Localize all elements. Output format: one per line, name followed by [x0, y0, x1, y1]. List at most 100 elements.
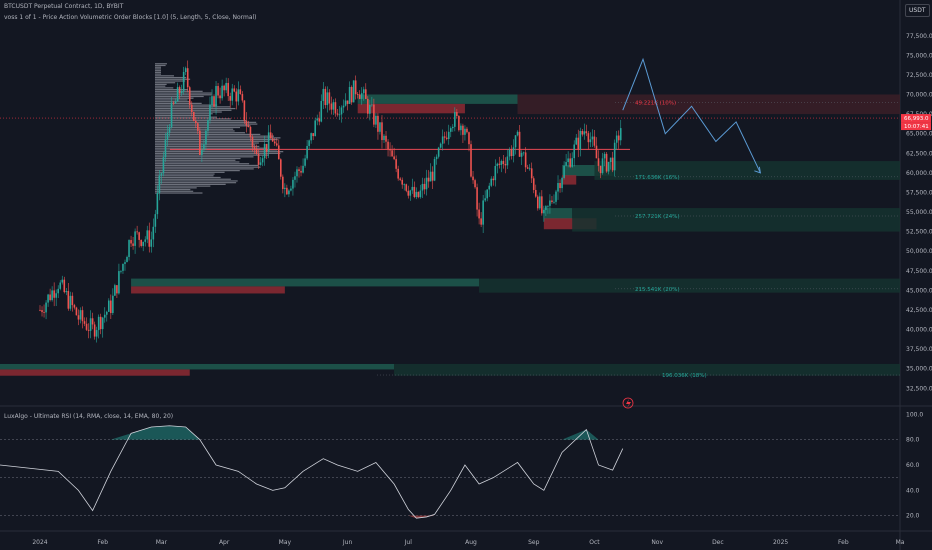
candle-body	[536, 196, 539, 209]
candle-body	[259, 162, 262, 165]
candle-body	[322, 88, 325, 101]
candle-body	[423, 183, 426, 190]
candle-body	[294, 176, 296, 180]
candle-body	[391, 150, 393, 157]
candle-body	[201, 149, 203, 155]
candle-body	[310, 133, 312, 141]
volume-profile-bar	[155, 123, 258, 125]
candle-body	[585, 131, 588, 134]
candle-body	[336, 113, 339, 115]
candle-body	[512, 147, 515, 157]
candle-body	[45, 302, 47, 313]
candle-body	[427, 177, 430, 182]
candle-body	[553, 201, 555, 203]
volume-profile-bar	[155, 120, 247, 122]
candle-body	[573, 144, 576, 159]
candle-body	[581, 130, 584, 135]
candle-body	[597, 158, 600, 166]
price-tick-label: 55,000.0	[906, 209, 932, 216]
candle-body	[375, 115, 377, 125]
candle-body	[338, 114, 341, 116]
order-block-zone	[572, 208, 900, 232]
candle-body	[385, 135, 387, 142]
candle-body	[534, 189, 537, 197]
order-block-label: 171.636K (16%)	[635, 175, 680, 181]
order-block-label: 257.721K (24%)	[635, 214, 680, 220]
candle-body	[330, 103, 333, 110]
candle-body	[508, 149, 511, 157]
candle-body	[354, 80, 357, 95]
volume-profile-bar	[155, 142, 259, 144]
candle-body	[39, 309, 41, 311]
candle-body	[587, 133, 590, 143]
volume-profile-bar	[155, 102, 202, 105]
price-tick-label: 37,500.0	[906, 346, 932, 353]
rsi-tick-label: 20.0	[906, 513, 920, 520]
candle-body	[130, 240, 132, 244]
candle-body	[275, 143, 278, 146]
volume-profile-bar	[155, 78, 191, 80]
candle-body	[332, 102, 335, 110]
candle-body	[93, 324, 96, 337]
candle-body	[474, 180, 476, 188]
candle-body	[225, 82, 227, 91]
volume-profile-bar	[155, 90, 203, 92]
volume-profile-bar	[155, 147, 268, 149]
candle-body	[213, 96, 215, 107]
candle-body	[599, 165, 602, 174]
candle-body	[334, 102, 337, 114]
candle-body	[255, 148, 258, 154]
price-tick-label: 40,000.0	[906, 327, 932, 334]
candle-body	[561, 177, 563, 189]
candle-body	[413, 186, 416, 198]
candle-body	[65, 291, 68, 293]
candle-body	[490, 178, 493, 186]
candle-body	[613, 142, 616, 171]
candle-body	[304, 158, 306, 166]
candle-body	[498, 163, 501, 165]
order-block-zone	[357, 103, 465, 114]
volume-profile-bar	[155, 82, 176, 84]
candle-body	[280, 159, 282, 177]
volume-profile-bar	[155, 133, 261, 136]
volume-profile-bar	[155, 135, 275, 137]
candle-body	[399, 178, 401, 180]
candle-body	[124, 262, 126, 264]
candle-body	[235, 91, 238, 102]
candle-body	[41, 310, 43, 313]
candle-body	[273, 141, 276, 144]
candle-body	[166, 132, 169, 140]
symbol-title: BTCUSDT Perpetual Contract, 1D, BYBIT	[4, 3, 124, 10]
candle-body	[209, 104, 211, 121]
volume-profile-bar	[155, 114, 211, 117]
volume-profile-bar	[155, 128, 234, 130]
candle-body	[522, 152, 525, 154]
candle-body	[324, 88, 327, 106]
candle-body	[57, 288, 60, 294]
candle-body	[575, 137, 578, 145]
candle-body	[195, 120, 197, 124]
candle-body	[73, 305, 76, 308]
candle-body	[452, 126, 454, 129]
candle-body	[245, 120, 248, 126]
volume-profile-bar	[155, 164, 259, 167]
volume-profile-bar	[155, 163, 250, 165]
candle-body	[182, 71, 185, 92]
currency-button[interactable]: USDT	[905, 4, 930, 17]
time-tick-label: 2025	[773, 539, 788, 546]
candle-body	[362, 89, 365, 94]
candle-body	[306, 145, 308, 159]
volume-profile-bar	[155, 187, 197, 189]
candle-body	[326, 92, 329, 106]
volume-profile-bar	[155, 66, 161, 68]
rsi-line	[0, 425, 624, 519]
candle-body	[389, 149, 391, 151]
price-tick-label: 65,000.0	[906, 131, 932, 138]
order-block-zone	[0, 363, 395, 370]
candle-body	[358, 94, 361, 99]
candle-body	[132, 243, 134, 246]
candle-body	[87, 329, 90, 331]
candle-body	[526, 167, 529, 169]
volume-profile-bar	[155, 185, 211, 187]
